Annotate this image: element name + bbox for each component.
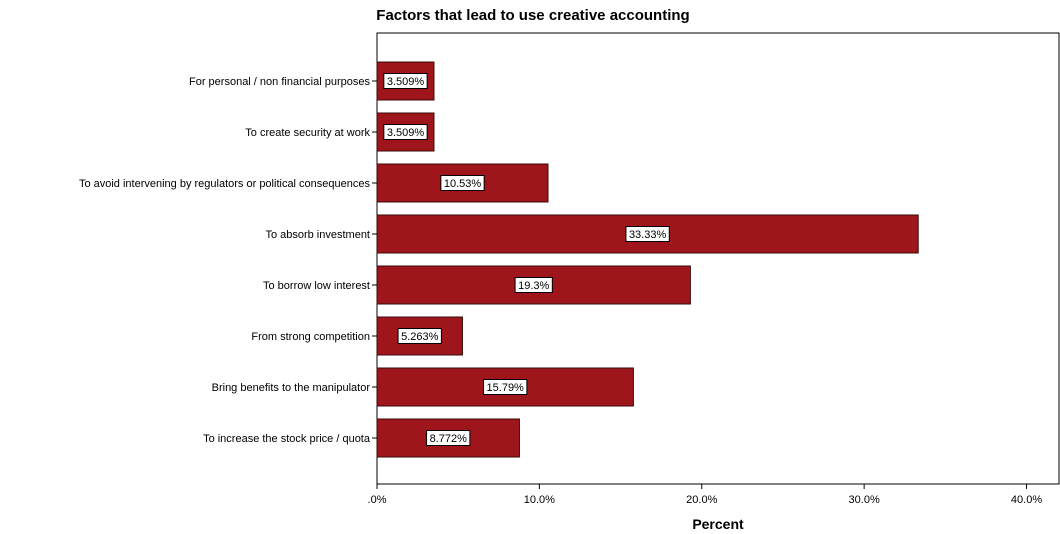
data-label: 10.53% <box>444 178 482 190</box>
data-label-box <box>383 73 428 89</box>
data-label: 33.33% <box>629 229 667 241</box>
data-label-box <box>440 175 485 191</box>
x-tick-label: 10.0% <box>524 494 555 506</box>
data-label-box <box>483 379 528 395</box>
data-label: 3.509% <box>387 127 425 139</box>
category-label: For personal / non financial purposes <box>189 76 370 88</box>
category-label: To borrow low interest <box>263 280 370 292</box>
data-label-box <box>625 226 670 242</box>
data-label-box <box>383 124 428 140</box>
category-label: From strong competition <box>251 331 370 343</box>
data-label: 19.3% <box>518 280 549 292</box>
data-label: 15.79% <box>487 382 525 394</box>
data-label-box <box>426 430 471 446</box>
category-label: To create security at work <box>245 127 370 139</box>
plot-area <box>376 32 1060 485</box>
category-label: To avoid intervening by regulators or po… <box>79 178 371 190</box>
data-label: 8.772% <box>430 433 468 445</box>
x-tick-label: 20.0% <box>686 494 717 506</box>
data-label-box <box>397 328 442 344</box>
x-axis-title: Percent <box>692 516 744 532</box>
data-label: 5.263% <box>401 331 439 343</box>
bars-layer: 3.509% 3.509% 10.53% 33.33% 19.3% 5.263% 15.79… <box>376 61 919 458</box>
x-tick-label: .0% <box>368 494 387 506</box>
category-label: To increase the stock price / quota <box>203 433 371 445</box>
chart-title: Factors that lead to use creative accoun… <box>376 7 689 24</box>
x-tick-label: 40.0% <box>1011 494 1042 506</box>
category-label: To absorb investment <box>265 229 370 241</box>
x-axis: .0% 10.0% 20.0% 30.0% 40.0% <box>368 484 1042 506</box>
data-label: 3.509% <box>387 76 425 88</box>
x-tick-label: 30.0% <box>849 494 880 506</box>
y-axis: For personal / non financial purposes To … <box>79 76 377 445</box>
data-label-box <box>514 277 553 293</box>
category-label: Bring benefits to the manipulator <box>212 382 371 394</box>
